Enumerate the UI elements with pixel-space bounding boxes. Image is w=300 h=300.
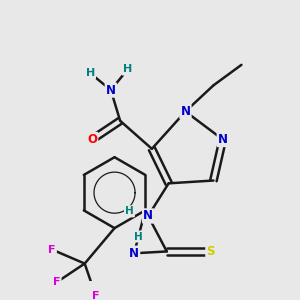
- Text: H: H: [134, 232, 143, 242]
- Text: N: N: [129, 247, 139, 260]
- Text: H: H: [123, 64, 132, 74]
- Text: H: H: [86, 68, 95, 78]
- Text: N: N: [106, 83, 116, 97]
- Text: O: O: [87, 133, 97, 146]
- Text: N: N: [143, 209, 153, 223]
- Text: F: F: [53, 277, 60, 287]
- Text: F: F: [48, 244, 56, 255]
- Text: N: N: [218, 133, 228, 146]
- Text: S: S: [206, 245, 215, 258]
- Text: H: H: [125, 206, 134, 216]
- Text: F: F: [92, 291, 100, 300]
- Text: N: N: [181, 105, 190, 118]
